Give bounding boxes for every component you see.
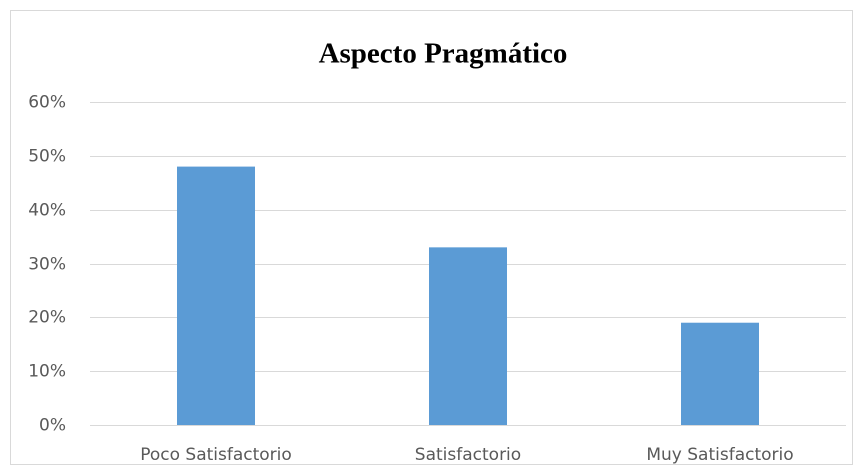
chart-title: Aspecto Pragmático [319, 38, 568, 70]
y-tick-label: 20% [28, 308, 66, 328]
y-tick-label: 0% [39, 416, 66, 436]
y-tick-label: 50% [28, 147, 66, 167]
bar [681, 322, 759, 425]
y-tick-label: 10% [28, 362, 66, 382]
x-tick-label: Satisfactorio [415, 445, 521, 465]
y-tick-label: 30% [28, 255, 66, 275]
x-tick-label: Poco Satisfactorio [140, 445, 292, 465]
y-tick-label: 60% [28, 93, 66, 113]
bar [177, 166, 255, 425]
bar [429, 247, 507, 425]
x-tick-label: Muy Satisfactorio [646, 445, 793, 465]
y-tick-label: 40% [28, 201, 66, 221]
